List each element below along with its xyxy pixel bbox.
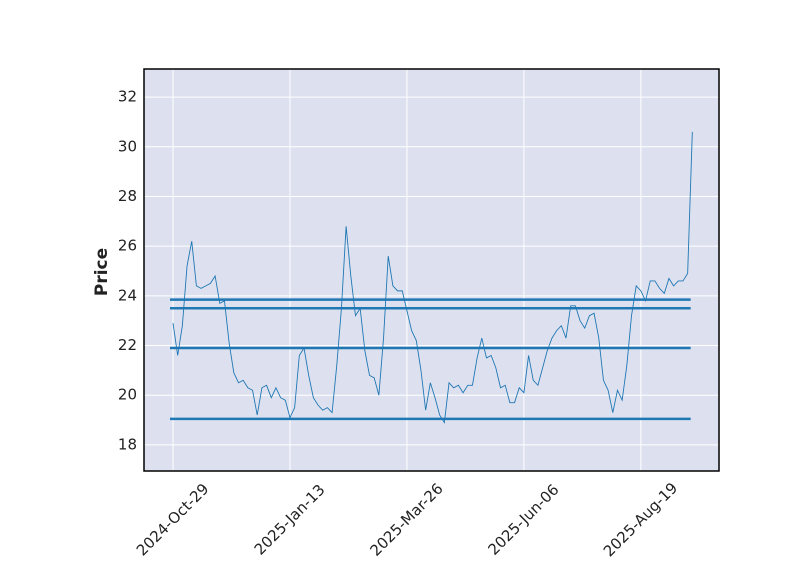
y-tick-label: 22 — [118, 336, 137, 354]
x-tick-label: 2025-Jan-13 — [251, 481, 329, 559]
x-tick-label: 2025-Jun-06 — [485, 481, 563, 559]
axes-frame — [143, 68, 720, 472]
plot-area — [144, 69, 719, 471]
y-tick-label: 28 — [118, 187, 137, 205]
y-tick-label: 26 — [118, 237, 137, 255]
y-tick-label: 20 — [118, 386, 137, 404]
x-tick-label: 2024-Oct-29 — [133, 480, 213, 560]
y-tick-label: 30 — [118, 137, 137, 155]
y-axis-label: Price — [92, 248, 112, 296]
y-tick-label: 32 — [118, 88, 137, 106]
x-tick-label: 2025-Mar-26 — [366, 480, 446, 560]
y-tick-label: 24 — [118, 286, 137, 304]
x-tick-label: 2025-Aug-19 — [600, 479, 681, 560]
y-tick-label: 18 — [118, 435, 137, 453]
price-line — [172, 131, 693, 424]
